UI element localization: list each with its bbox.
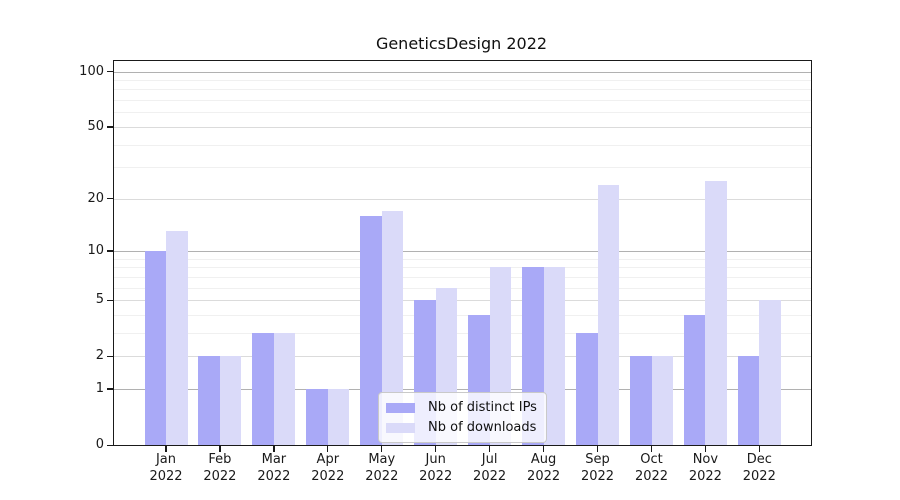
bar-downloads-oct (651, 356, 673, 445)
x-tick-mark-dec (758, 446, 760, 452)
x-tick-label-sep: Sep 2022 (580, 452, 615, 484)
minor-gridline-70 (114, 100, 811, 101)
x-tick-mark-apr (327, 446, 329, 452)
legend: Nb of distinct IPs Nb of downloads (378, 392, 547, 443)
bar-distinct-ips-oct (630, 356, 652, 445)
y-tick-mark-20 (107, 198, 114, 200)
x-tick-label-jul: Jul 2022 (473, 452, 507, 484)
x-tick-mark-nov (704, 446, 707, 452)
chart-title: GeneticsDesign 2022 (375, 34, 548, 53)
y-tick-label-100: 100 (79, 63, 104, 79)
minor-gridline-3 (114, 332, 811, 334)
gridline-20 (114, 198, 811, 200)
y-tick-label-10: 10 (87, 242, 104, 258)
bar-distinct-ips-jan (144, 250, 166, 445)
minor-gridline-40 (114, 144, 811, 146)
x-tick-mark-sep (596, 446, 599, 452)
x-tick-label-feb: Feb 2022 (203, 452, 237, 484)
bar-downloads-sep (597, 184, 619, 445)
minor-gridline-6 (114, 287, 811, 289)
bar-downloads-feb (219, 356, 242, 445)
legend-swatch-downloads (386, 422, 415, 433)
plot-area: Nb of distinct IPs Nb of downloads 0 1 2 5 1… (79, 60, 812, 484)
gridline-10 (114, 250, 811, 252)
legend-item-distinct-ips: Nb of distinct IPs (386, 399, 537, 416)
gridline-100 (114, 71, 811, 73)
y-tick-mark-1 (107, 388, 114, 390)
y-tick-label-1: 1 (95, 380, 104, 396)
bar-distinct-ips-feb (198, 356, 220, 445)
y-tick-label-20: 20 (87, 190, 104, 206)
bar-downloads-may (381, 211, 404, 445)
minor-gridline-80 (114, 89, 811, 91)
x-tick-label-jun: Jun 2022 (419, 452, 453, 484)
bar-distinct-ips-nov (683, 314, 706, 445)
x-tick-label-oct: Oct 2022 (634, 452, 669, 484)
minor-gridline-4 (114, 314, 811, 316)
legend-swatch-distinct-ips (386, 402, 415, 413)
y-tick-label-5: 5 (95, 292, 104, 307)
minor-gridline-8 (114, 267, 811, 269)
x-tick-label-jan: Jan 2022 (149, 452, 183, 484)
gridline-2 (114, 356, 811, 358)
bar-distinct-ips-sep (576, 332, 598, 445)
y-tick-mark-100 (107, 71, 114, 73)
bar-downloads-dec (759, 300, 781, 445)
gridline-50 (114, 126, 811, 128)
x-tick-label-aug: Aug 2022 (527, 452, 561, 484)
x-tick-mark-aug (543, 446, 545, 452)
legend-label-downloads: Nb of downloads (428, 420, 537, 435)
y-tick-label-0: 0 (95, 437, 104, 452)
minor-gridline-9 (114, 258, 811, 260)
bar-downloads-mar (273, 332, 296, 445)
legend-label-distinct-ips: Nb of distinct IPs (428, 400, 537, 415)
x-tick-mark-jun (435, 446, 437, 452)
x-tick-label-dec: Dec 2022 (742, 452, 776, 484)
gridline-5 (114, 300, 811, 301)
bar-distinct-ips-mar (252, 332, 274, 445)
bar-distinct-ips-may (360, 215, 382, 445)
x-tick-mark-jul (489, 446, 491, 452)
bar-distinct-ips-apr (306, 388, 328, 445)
x-tick-label-apr: Apr 2022 (311, 452, 345, 484)
bar-downloads-aug (543, 267, 566, 445)
x-tick-mark-jan (165, 446, 167, 452)
y-tick-mark-0 (107, 444, 114, 446)
y-tick-label-50: 50 (87, 118, 104, 134)
minor-gridline-30 (114, 167, 811, 169)
y-tick-mark-10 (107, 250, 114, 252)
minor-gridline-60 (114, 112, 811, 114)
bar-downloads-jan (166, 231, 188, 445)
x-tick-mark-oct (650, 446, 653, 452)
bar-downloads-nov (705, 181, 727, 445)
y-tick-mark-2 (107, 355, 114, 357)
x-tick-mark-mar (273, 446, 275, 452)
x-tick-label-nov: Nov 2022 (688, 452, 722, 484)
bar-downloads-apr (327, 388, 350, 445)
minor-gridline-90 (114, 79, 811, 81)
y-tick-label-2: 2 (95, 348, 104, 364)
legend-item-downloads: Nb of downloads (386, 419, 537, 436)
x-tick-label-mar: Mar 2022 (257, 452, 291, 484)
minor-gridline-7 (114, 276, 811, 278)
y-tick-mark-50 (107, 126, 114, 128)
y-tick-mark-5 (107, 299, 114, 301)
bar-distinct-ips-dec (737, 356, 760, 445)
x-tick-label-may: May 2022 (365, 452, 399, 484)
x-tick-mark-may (381, 446, 383, 452)
gridline-1 (114, 388, 811, 390)
x-tick-mark-feb (219, 446, 221, 452)
